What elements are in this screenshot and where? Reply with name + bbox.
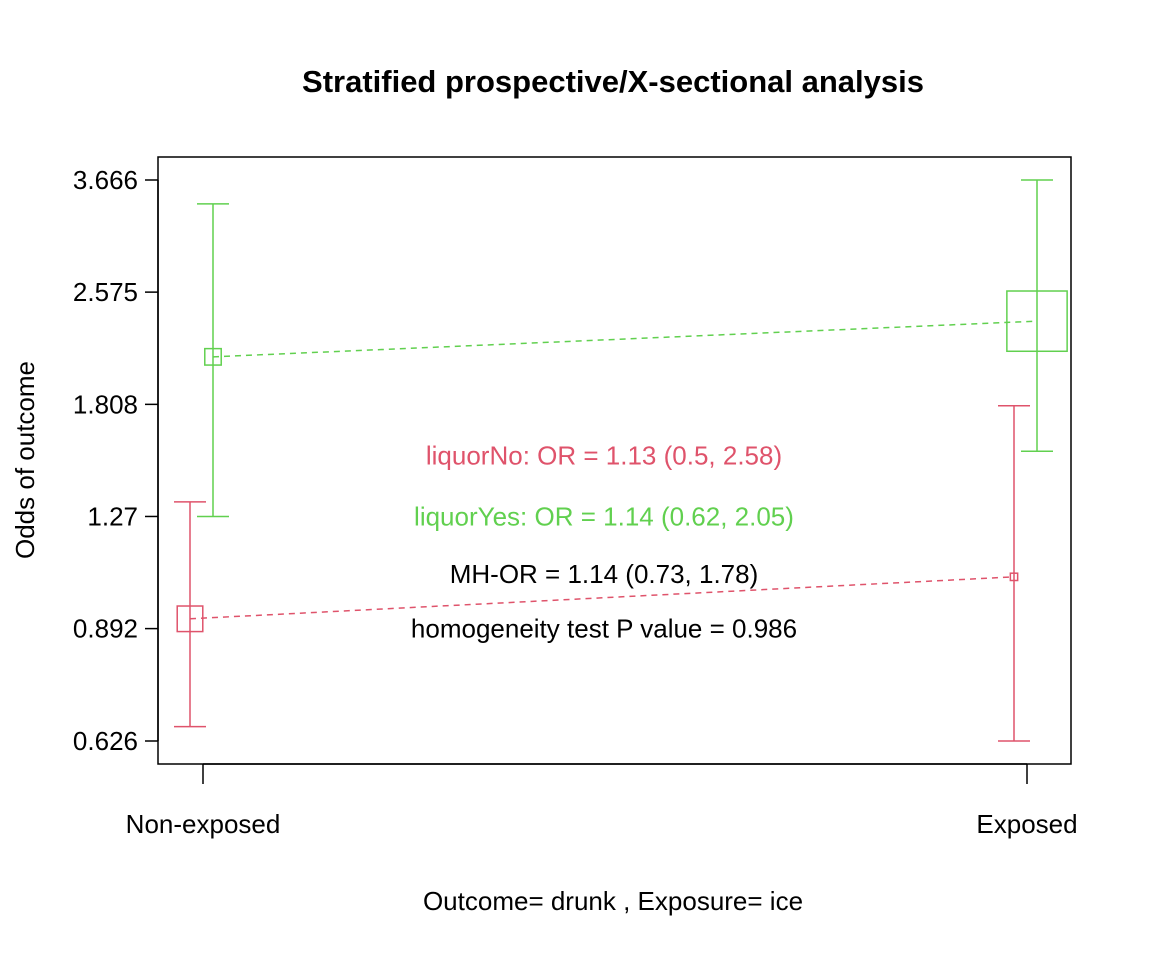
y-axis: 0.626 0.892 1.27 1.808 2.575 3.666 [73, 165, 159, 756]
y-axis-label: Odds of outcome [10, 361, 40, 559]
annotation-text: liquorNo: OR = 1.13 (0.5, 2.58) [426, 440, 782, 470]
or-box-liquoryes [1006, 290, 1068, 353]
annotation-text: homogeneity test P value = 0.986 [411, 614, 797, 644]
x-axis: Non-exposed Exposed [126, 763, 1078, 839]
series-liquorno-line [189, 576, 1015, 620]
x-tick-label: Non-exposed [126, 809, 281, 839]
y-tick-label: 1.808 [73, 389, 138, 419]
x-tick-label: Exposed [976, 809, 1077, 839]
annotation-text: MH-OR = 1.14 (0.73, 1.78) [450, 559, 759, 589]
or-box-liquorno [176, 605, 204, 633]
chart-title: Stratified prospective/X-sectional analy… [302, 64, 924, 99]
y-tick-label: 2.575 [73, 277, 138, 307]
series-liquoryes [197, 179, 1068, 518]
y-tick-label: 3.666 [73, 165, 138, 195]
y-tick-label: 0.626 [73, 726, 138, 756]
or-box-liquorno [1009, 572, 1019, 582]
or-box-liquoryes [204, 347, 222, 366]
annotation-text: liquorYes: OR = 1.14 (0.62, 2.05) [414, 501, 794, 531]
x-axis-label: Outcome= drunk , Exposure= ice [423, 886, 803, 916]
series-liquoryes-line [212, 320, 1038, 358]
series-liquorno [174, 405, 1030, 742]
y-tick-label: 0.892 [73, 614, 138, 644]
y-tick-label: 1.27 [87, 501, 138, 531]
series-layer [174, 179, 1068, 742]
annotation-layer: liquorNo: OR = 1.13 (0.5, 2.58) liquorYes… [411, 440, 797, 643]
